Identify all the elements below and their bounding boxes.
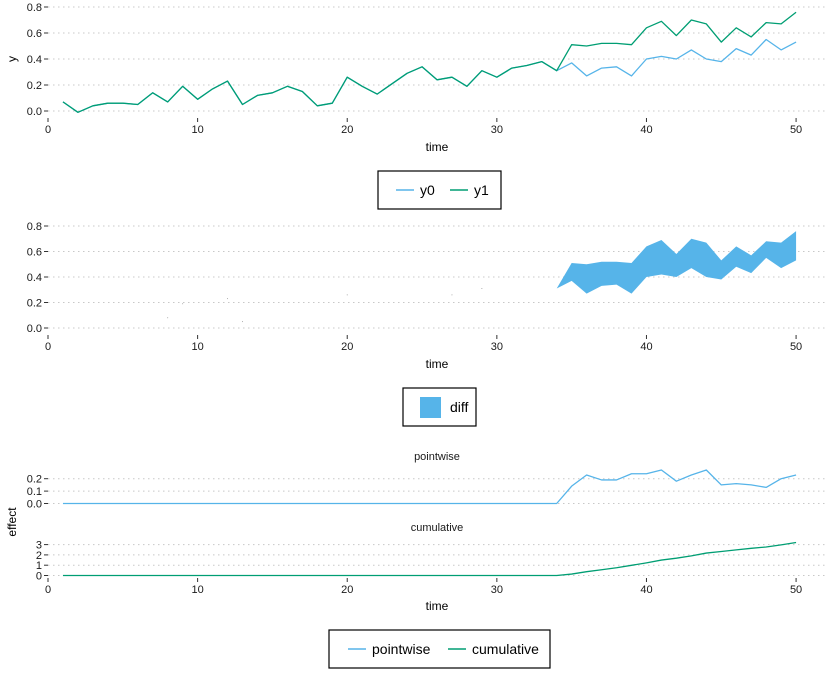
panel1-y-tick-label: 0.0 [27, 106, 42, 118]
series-y1-points [62, 12, 797, 113]
panel4-y-tick-label: 1 [36, 560, 42, 572]
panel4-y-tick-label: 0 [36, 571, 42, 583]
panel2-x-tick-label: 0 [45, 341, 51, 353]
legend-bottom: pointwise cumulative [328, 629, 551, 669]
legend-top: y0 y1 [377, 170, 502, 210]
panel4-x-tick-label: 40 [640, 584, 652, 596]
series-pointwise-line [62, 469, 797, 505]
panel4-y-tick-label: 2 [36, 550, 42, 562]
series-diff-artefact [227, 298, 229, 300]
panel34-y-axis-title: effect [5, 507, 19, 537]
legend-top-label-y0: y0 [420, 182, 435, 198]
panel3-title: pointwise [414, 451, 460, 463]
panel4-x-tick-label: 10 [191, 584, 203, 596]
panel3-y-tick-label: 0.2 [27, 474, 42, 486]
panel4-x-axis-title: time [426, 599, 449, 613]
panel2-y-tick-label: 0.0 [27, 323, 42, 335]
legend-top-label-y1: y1 [474, 182, 489, 198]
panel1-x-tick-label: 40 [640, 124, 652, 136]
panel4-x-tick-label: 20 [341, 584, 353, 596]
series-diff-artefact [167, 317, 169, 319]
panel3-y-axis: 0.00.10.2 [27, 474, 826, 511]
panel1-y-tick-label: 0.6 [27, 28, 42, 40]
panel2-y-tick-label: 0.8 [27, 221, 42, 233]
series-diff-artefact [481, 287, 483, 289]
panel3-y-tick-label: 0.0 [27, 499, 42, 511]
panel1-y-tick-label: 0.8 [27, 2, 42, 14]
panel2-y-axis: 0.0 0.2 0.4 0.6 0.8 [27, 221, 826, 335]
panel2-y-tick-label: 0.4 [27, 272, 42, 284]
panel1-x-tick-label: 0 [45, 124, 51, 136]
panel1-y-axis-title: y [5, 56, 19, 62]
panel1-x-axis: 0 10 20 30 40 50 time [45, 118, 802, 154]
panel1-y-tick-label: 0.2 [27, 80, 42, 92]
panel1-x-tick-label: 30 [491, 124, 503, 136]
panel1-y-tick-label: 0.4 [27, 54, 42, 66]
panel4-x-axis: 0 10 20 30 40 50 time [45, 578, 802, 613]
series-cumulative-line [62, 541, 797, 577]
series-diff-artefact [451, 294, 453, 296]
panel2-x-tick-label: 50 [790, 341, 802, 353]
series-pointwise-points [62, 470, 797, 504]
panel2-x-tick-label: 20 [341, 341, 353, 353]
panel2-y-tick-label: 0.2 [27, 298, 42, 310]
panel2-x-tick-label: 40 [640, 341, 652, 353]
panel4-title: cumulative [411, 522, 464, 534]
series-y0-line [62, 38, 797, 113]
series-y0-points [62, 39, 797, 113]
legend-top-box [377, 170, 502, 210]
panel1-x-tick-label: 50 [790, 124, 802, 136]
series-diff-ribbon [62, 231, 797, 330]
panel4-x-tick-label: 50 [790, 584, 802, 596]
series-diff-artefact [242, 321, 243, 323]
panel2-x-tick-label: 10 [191, 341, 203, 353]
legend-middle-label-diff: diff [450, 399, 469, 415]
panel1-x-tick-label: 10 [191, 124, 203, 136]
legend-bottom-label-cumulative: cumulative [472, 641, 539, 657]
legend-middle-key-diff [420, 397, 441, 418]
panel2-x-axis: 0 10 20 30 40 50 time [45, 335, 802, 371]
panel1-x-tick-label: 20 [341, 124, 353, 136]
series-cumulative-points [62, 542, 797, 576]
panel2-x-axis-title: time [426, 357, 449, 371]
panel1-y-axis: 0.0 0.2 0.4 0.6 0.8 [27, 2, 826, 118]
panel4-x-tick-label: 0 [45, 584, 51, 596]
panel4-y-tick-label: 3 [36, 540, 42, 552]
panel4-x-tick-label: 30 [491, 584, 503, 596]
panel1-x-axis-title: time [426, 140, 449, 154]
series-y1-line [62, 11, 797, 113]
legend-bottom-label-pointwise: pointwise [372, 641, 431, 657]
series-diff-artefact [182, 303, 184, 305]
panel2-x-tick-label: 30 [491, 341, 503, 353]
panel2-y-tick-label: 0.6 [27, 247, 42, 259]
panel3-y-tick-label: 0.1 [27, 486, 42, 498]
series-diff-artefact [346, 294, 348, 296]
legend-middle: diff [402, 387, 477, 427]
